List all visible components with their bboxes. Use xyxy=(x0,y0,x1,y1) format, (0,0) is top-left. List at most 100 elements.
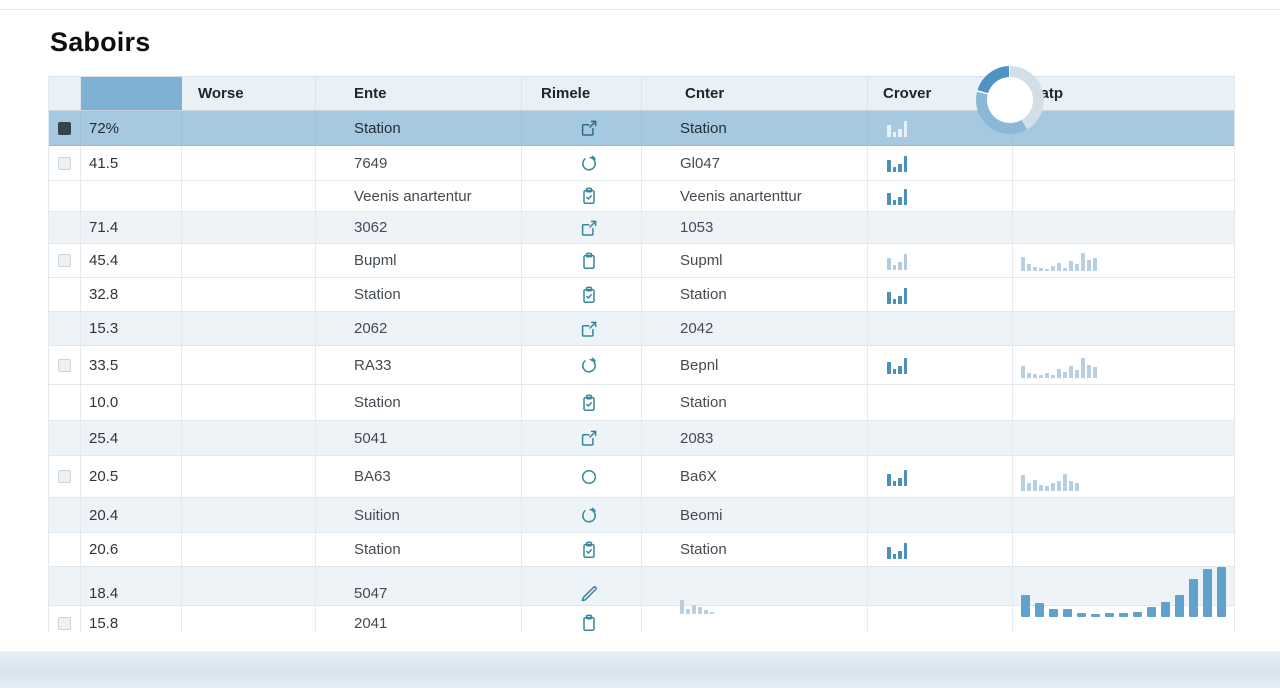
column-header-ente[interactable]: Ente xyxy=(316,77,522,110)
table-row[interactable]: 33.5 RA33 Bepnl xyxy=(49,346,1234,385)
table-row[interactable]: 71.4 3062 1053 xyxy=(49,212,1234,244)
rimele-cell xyxy=(522,244,642,277)
mini-bar-chart-icon xyxy=(887,541,907,559)
column-header-matp[interactable]: Matp xyxy=(1013,77,1234,110)
table-row[interactable]: 18.4 5047 xyxy=(49,567,1234,620)
table-row[interactable]: 15.3 2062 2042 xyxy=(49,312,1234,346)
ente-cell: Station xyxy=(316,111,522,145)
value-cell: 18.4 xyxy=(81,567,182,620)
value-cell xyxy=(81,181,182,211)
ente-cell: Suition xyxy=(316,498,522,532)
ente-cell: 2041 xyxy=(316,606,522,632)
ente-cell: 5041 xyxy=(316,421,522,455)
share-icon[interactable] xyxy=(579,218,599,238)
circle-icon[interactable] xyxy=(579,467,599,487)
worse-cell xyxy=(182,421,316,455)
matp-cell xyxy=(1013,278,1234,311)
share-icon[interactable] xyxy=(579,118,599,138)
worse-cell xyxy=(182,498,316,532)
share-icon[interactable] xyxy=(579,428,599,448)
matp-sparkline-chart xyxy=(1021,346,1097,384)
ente-cell: Station xyxy=(316,385,522,420)
ente-cell: RA33 xyxy=(316,346,522,384)
table-row[interactable]: 72% Station Station xyxy=(49,111,1234,146)
table-row[interactable]: 32.8 Station Station xyxy=(49,278,1234,312)
table-row[interactable]: 20.6 Station Station xyxy=(49,533,1234,567)
rimele-cell xyxy=(522,533,642,566)
column-header-cnter[interactable]: Cnter xyxy=(642,77,868,110)
table-row[interactable]: 15.8 2041 xyxy=(49,606,1234,632)
clipboard-icon[interactable] xyxy=(579,251,599,271)
value-cell: 25.4 xyxy=(81,421,182,455)
matp-cell xyxy=(1013,421,1234,455)
table-row[interactable]: 20.5 BA63 Ba6X xyxy=(49,456,1234,498)
row-checkbox[interactable] xyxy=(58,121,71,135)
column-header-select[interactable] xyxy=(49,77,81,110)
column-header-rimele[interactable]: Rimele xyxy=(522,77,642,110)
checkbox-cell xyxy=(49,346,81,384)
checkbox-cell xyxy=(49,498,81,532)
share-icon[interactable] xyxy=(579,319,599,339)
clipboard-check-icon[interactable] xyxy=(579,540,599,560)
ente-cell: Bupml xyxy=(316,244,522,277)
ente-cell: Veenis anartentur xyxy=(316,181,522,211)
table-row[interactable]: Veenis anartentur Veenis anartenttur xyxy=(49,181,1234,212)
matp-cell xyxy=(1013,212,1234,243)
table-row[interactable]: 20.4 Suition Beomi xyxy=(49,498,1234,533)
cnter-cell: Gl047 xyxy=(642,146,868,180)
clipboard-check-icon[interactable] xyxy=(579,186,599,206)
timer-icon[interactable] xyxy=(579,355,599,375)
worse-cell xyxy=(182,146,316,180)
value-cell: 20.4 xyxy=(81,498,182,532)
pencil-icon[interactable] xyxy=(579,584,599,604)
row-checkbox[interactable] xyxy=(58,254,71,267)
matp-cell xyxy=(1013,498,1234,532)
rimele-cell xyxy=(522,456,642,497)
clipboard-check-icon[interactable] xyxy=(579,285,599,305)
crover-cell xyxy=(868,244,1013,277)
crover-cell xyxy=(868,421,1013,455)
matp-cell xyxy=(1013,146,1234,180)
clipboard-icon[interactable] xyxy=(579,613,599,632)
checkbox-cell xyxy=(49,606,81,632)
row-checkbox[interactable] xyxy=(58,470,71,483)
cnter-cell: Station xyxy=(642,111,868,145)
value-cell: 20.5 xyxy=(81,456,182,497)
column-header-worse[interactable]: Worse xyxy=(182,77,316,110)
table-row[interactable]: 10.0 Station Station xyxy=(49,385,1234,421)
checkbox-cell xyxy=(49,385,81,420)
matp-cell xyxy=(1013,111,1234,145)
matp-cell xyxy=(1013,181,1234,211)
crover-cell xyxy=(868,456,1013,497)
clipboard-check-icon[interactable] xyxy=(579,393,599,413)
cnter-cell: 2083 xyxy=(642,421,868,455)
table-row[interactable]: 45.4 Bupml Supml xyxy=(49,244,1234,278)
worse-cell xyxy=(182,278,316,311)
table-header-row: Worse Ente Rimele Cnter Crover Matp xyxy=(49,77,1234,111)
value-cell: 32.8 xyxy=(81,278,182,311)
matp-cell xyxy=(1013,567,1234,620)
checkbox-cell xyxy=(49,181,81,211)
row-checkbox[interactable] xyxy=(58,616,71,630)
mini-bar-chart-icon xyxy=(887,252,907,270)
column-header-value[interactable] xyxy=(81,77,182,110)
crover-cell xyxy=(868,346,1013,384)
cnter-cell: Veenis anartenttur xyxy=(642,181,868,211)
mini-bar-chart-icon xyxy=(887,286,907,304)
cnter-cell: Station xyxy=(642,278,868,311)
value-cell: 72% xyxy=(81,111,182,145)
cnter-sparkline-chart xyxy=(680,567,714,620)
timer-icon[interactable] xyxy=(579,505,599,525)
table-row[interactable]: 25.4 5041 2083 xyxy=(49,421,1234,456)
timer-icon[interactable] xyxy=(579,153,599,173)
value-cell: 41.5 xyxy=(81,146,182,180)
row-checkbox[interactable] xyxy=(58,358,71,372)
mini-bar-chart-icon xyxy=(887,468,907,486)
cnter-cell: Beomi xyxy=(642,498,868,532)
row-checkbox[interactable] xyxy=(58,156,71,170)
ente-cell: Station xyxy=(316,533,522,566)
crover-cell xyxy=(868,278,1013,311)
rimele-cell xyxy=(522,278,642,311)
cnter-cell: 2042 xyxy=(642,312,868,345)
table-row[interactable]: 41.5 7649 Gl047 xyxy=(49,146,1234,181)
